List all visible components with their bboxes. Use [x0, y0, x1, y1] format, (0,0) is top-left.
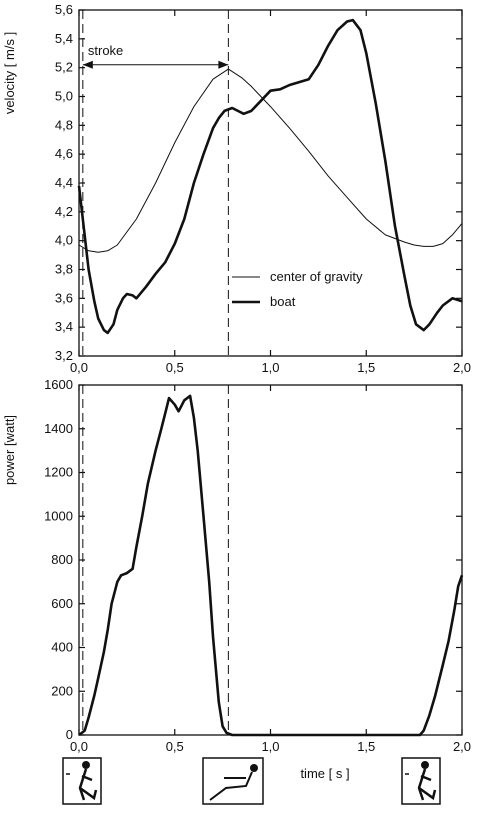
x-tick-label: 1,0 [261, 360, 279, 375]
y-tick-label: 4,0 [55, 233, 73, 248]
x-tick-label: 0,5 [166, 360, 184, 375]
legend-label: center of gravity [270, 269, 363, 284]
y-tick-label: 3,8 [55, 262, 73, 277]
y-tick-label: 600 [51, 596, 73, 611]
y-tick-label: 1000 [44, 508, 73, 523]
y-tick-label: 1400 [44, 421, 73, 436]
y-tick-label: 5,2 [55, 60, 73, 75]
y-tick-label: 3,4 [55, 319, 73, 334]
y-tick-label: 1200 [44, 465, 73, 480]
y-tick-label: 400 [51, 640, 73, 655]
series-line-power [78, 394, 464, 737]
x-tick-label: 1,0 [261, 739, 279, 754]
y-tick-label: 200 [51, 683, 73, 698]
series-line-boat [77, 18, 463, 335]
x-tick-label: 1,5 [357, 739, 375, 754]
y-tick-label: 4,6 [55, 146, 73, 161]
y-tick-label: 5,0 [55, 89, 73, 104]
x-tick-label: 1,5 [357, 360, 375, 375]
legend-label: boat [270, 294, 296, 309]
stroke-annotation-label: stroke [88, 43, 123, 58]
power-plot: 0,0 0,5 1,0 1,5 2,0 0 200 400 600 800 1000 1200 1400… [2, 377, 471, 781]
y-tick-label: 5,4 [55, 31, 73, 46]
y-axis-label: velocity [ m/s ] [2, 32, 17, 114]
rower-finish-icon [202, 757, 264, 805]
stroke-arrow-head-left [82, 60, 93, 69]
velocity-plot: 0,0 0,5 1,0 1,5 2,0 3,2 3,4 3,6 3,8 4,0 4,2 4,4 4,6 4… [2, 2, 471, 375]
x-axis-label: time [ s ] [300, 766, 349, 781]
y-tick-label: 4,8 [55, 117, 73, 132]
stroke-arrow-head-right [218, 60, 229, 69]
x-tick-label: 2,0 [453, 739, 471, 754]
y-tick-label: 1600 [44, 377, 73, 392]
rower-catch-icon [62, 757, 102, 805]
y-tick-label: 5,6 [55, 2, 73, 17]
y-tick-label: 0 [66, 727, 73, 742]
x-tick-label: 0,5 [166, 739, 184, 754]
x-tick-label: 2,0 [453, 360, 471, 375]
x-tick-label: 0,0 [70, 739, 88, 754]
y-tick-label: 4,4 [55, 175, 73, 190]
series-line-center-of-gravity [78, 68, 463, 253]
y-tick-label: 3,2 [55, 348, 73, 363]
x-tick-label: 0,0 [70, 360, 88, 375]
y-tick-label: 4,2 [55, 204, 73, 219]
y-axis-label: power [watt] [2, 415, 17, 485]
plot-frame [78, 384, 463, 736]
rower-catch-icon-2 [401, 757, 441, 805]
y-tick-label: 3,6 [55, 290, 73, 305]
y-tick-label: 800 [51, 552, 73, 567]
rower-icons [62, 757, 441, 805]
